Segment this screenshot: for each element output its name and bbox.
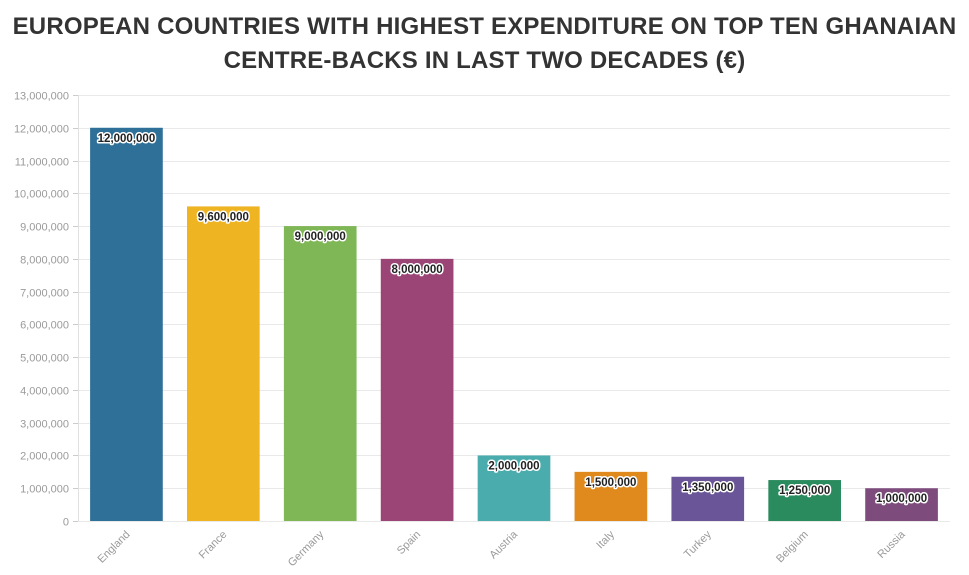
x-tick-label: Belgium	[774, 529, 811, 566]
x-tick-label: Austria	[487, 528, 520, 561]
x-tick-label: Turkey	[682, 528, 714, 560]
bar-austria	[477, 455, 551, 521]
y-tick-label: 13,000,000	[14, 91, 69, 103]
x-axis: England France Germany Spain Austria Italy Tur…	[96, 528, 909, 569]
data-label: 9,000,000	[295, 231, 346, 243]
data-label: 1,000,000	[876, 493, 927, 505]
x-tick-label: France	[197, 529, 230, 562]
data-label: 1,350,000	[682, 482, 733, 494]
y-tick-label: 2,000,000	[20, 451, 69, 463]
x-tick-label: Italy	[594, 528, 617, 551]
y-tick-label: 9,000,000	[20, 222, 69, 234]
y-tick-label: 3,000,000	[20, 419, 69, 431]
data-label: 1,250,000	[779, 485, 830, 497]
bar-italy	[574, 471, 648, 521]
chart-title: EUROPEAN COUNTRIES WITH HIGHEST EXPENDIT…	[0, 10, 969, 78]
bar-england	[90, 127, 163, 522]
x-tick-label: England	[96, 529, 133, 566]
data-label: 8,000,000	[392, 264, 443, 276]
y-tick-label: 4,000,000	[20, 386, 69, 398]
y-tick-label: 8,000,000	[20, 255, 69, 267]
y-tick-label: 5,000,000	[20, 353, 69, 365]
bar-france	[187, 206, 260, 521]
data-label: 9,600,000	[198, 211, 249, 223]
y-tick-label: 12,000,000	[14, 124, 69, 136]
x-tick-label: Germany	[286, 528, 327, 569]
bars	[90, 127, 938, 522]
bar-turkey	[671, 476, 745, 521]
data-label: 12,000,000	[98, 133, 156, 145]
x-tick-label: Russia	[875, 528, 908, 561]
chart-title-line-1: EUROPEAN COUNTRIES WITH HIGHEST EXPENDIT…	[12, 13, 957, 40]
bar-belgium	[768, 480, 841, 521]
y-tick-label: 0	[63, 517, 69, 529]
y-tick-label: 10,000,000	[14, 189, 69, 201]
y-tick-label: 11,000,000	[15, 157, 69, 169]
y-axis: 0 1,000,000 2,000,000 3,000,000 4,000,000 5,0…	[14, 91, 79, 529]
bar-germany	[283, 226, 357, 522]
bar-russia	[865, 488, 938, 521]
data-label: 2,000,000	[488, 460, 539, 472]
y-tick-label: 1,000,000	[20, 484, 69, 496]
x-tick-label: Spain	[395, 529, 423, 557]
y-tick-label: 6,000,000	[20, 320, 69, 332]
bar-spain	[380, 258, 454, 521]
data-label: 1,500,000	[585, 477, 636, 489]
data-labels: 12,000,000 9,600,000 9,000,000 8,000,000 2,0…	[96, 131, 928, 506]
y-tick-label: 7,000,000	[20, 288, 69, 300]
chart-title-line-2: CENTRE-BACKS IN LAST TWO DECADES (€)	[223, 47, 746, 74]
